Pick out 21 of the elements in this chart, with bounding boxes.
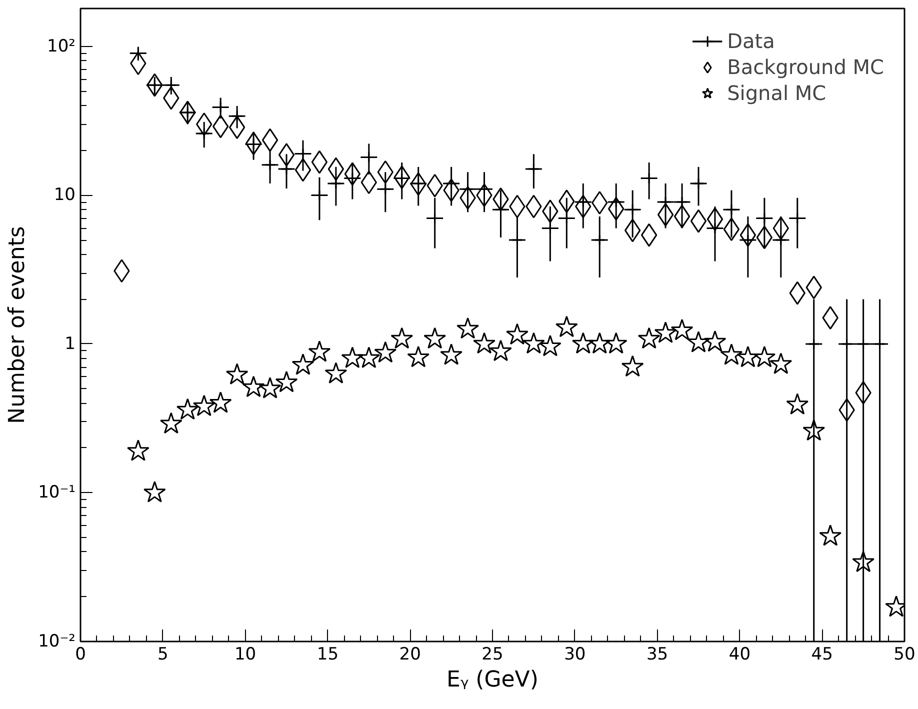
x-tick-label: 15 [316,644,339,664]
x-tick-label: 10 [234,644,256,664]
y-tick-label: 10² [47,36,76,56]
y-tick-label: 10 [54,185,76,206]
y-tick-label: 10⁻¹ [38,482,76,503]
y-tick-label: 10⁻² [38,632,76,652]
x-tick-label: 5 [157,644,168,664]
x-tick-label: 0 [75,644,86,664]
x-axis-title: Eᵧ (GeV) [446,668,538,692]
x-tick-label: 20 [399,644,421,664]
x-tick-label: 40 [728,644,751,664]
x-tick-label: 50 [894,644,916,664]
x-tick-label: 35 [646,644,668,664]
legend-label: Background MC [727,55,884,79]
legend-label: Data [727,29,775,53]
x-tick-label: 25 [482,644,504,664]
x-tick-label: 45 [811,644,833,664]
legend-label: Signal MC [727,81,826,105]
y-axis-title: Number of events [5,226,30,424]
x-tick-label: 30 [564,644,586,664]
y-tick-label: 1 [64,334,76,354]
